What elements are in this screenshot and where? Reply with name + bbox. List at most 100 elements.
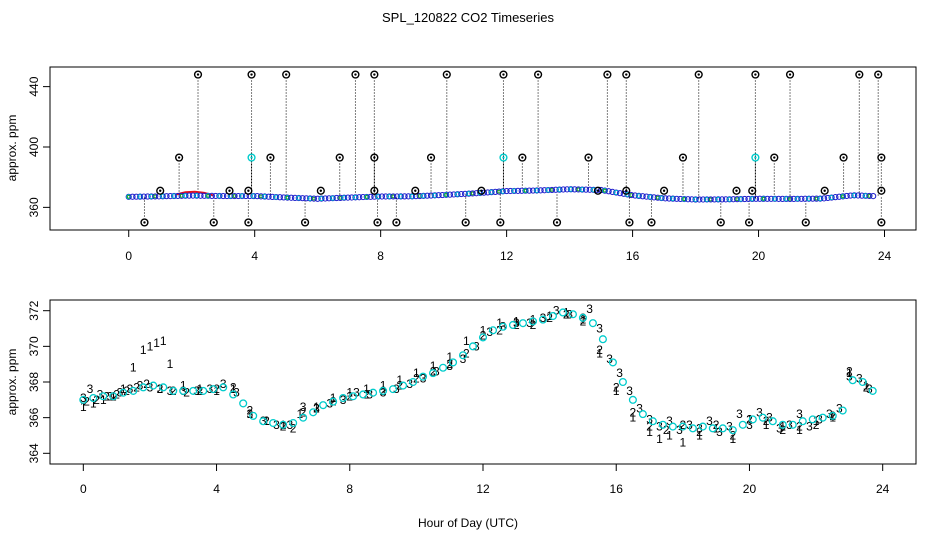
- bottom-circle-point-14: [219, 383, 228, 392]
- top-baseline-cyan-150: [693, 197, 699, 203]
- top-baseline-point-151: [696, 196, 703, 203]
- top-baseline-point-58: [344, 194, 352, 201]
- bottom-circle-point-42: [498, 322, 508, 331]
- top-flagged-low-dot-12: [747, 221, 751, 224]
- top-flagged-near-6: [477, 186, 486, 195]
- bottom-series-2-point-40: 2: [680, 418, 687, 432]
- bottom-series-3-point-1: 3: [87, 382, 94, 396]
- bottom-series-1-point-27: 1: [446, 350, 453, 364]
- top-panel-marks: [125, 70, 886, 227]
- top-baseline-point-49: [310, 195, 317, 202]
- top-baseline-point-193: [854, 192, 862, 199]
- top-baseline-point-17: [189, 192, 197, 199]
- top-flagged-high-dot-9: [625, 73, 628, 76]
- bottom-series-3-point-40: 3: [580, 311, 587, 325]
- top-baseline-cyan-63: [364, 194, 370, 200]
- top-baseline-point-11: [167, 193, 174, 200]
- top-baseline-point-93: [477, 189, 484, 197]
- top-baseline-cyan-147: [681, 196, 687, 202]
- top-baseline-point-82: [435, 192, 442, 199]
- top-baseline-point-103: [514, 187, 522, 194]
- top-flagged-mid-dot-2: [338, 156, 341, 159]
- top-flagged-near-0: [156, 186, 165, 195]
- bottom-circle-point-24: [319, 401, 328, 410]
- bottom-series-2-point-15: 2: [280, 420, 287, 434]
- top-flagged-near-13: [877, 186, 886, 195]
- top-flagged-low-14: [877, 218, 886, 227]
- bottom-series-2-point-22: 2: [380, 384, 387, 398]
- top-baseline-point-133: [628, 191, 635, 199]
- bottom-circle-point-36: [438, 363, 448, 372]
- top-baseline-cyan-3: [137, 194, 143, 200]
- top-baseline-cyan-171: [772, 196, 778, 202]
- bottom-series-2-point-36: 2: [613, 380, 620, 394]
- top-flagged-mid-dot-1: [269, 156, 272, 159]
- bottom-circle-point-77: [848, 376, 857, 385]
- bottom-circle-point-31: [389, 385, 398, 394]
- top-baseline-point-33: [250, 192, 257, 200]
- bottom-circle-point-34: [418, 372, 428, 381]
- bottom-circle-point-78: [858, 377, 867, 387]
- bottom-circle-point-38: [458, 351, 468, 360]
- top-baseline-point-112: [548, 186, 556, 194]
- top-baseline-point-52: [322, 195, 329, 202]
- bottom-series-3-point-46: 3: [636, 402, 643, 416]
- top-flagged-high-1: [247, 70, 256, 79]
- top-baseline-point-136: [639, 193, 646, 200]
- top-baseline-point-99: [499, 188, 506, 195]
- bottom-series-2-point-41: 2: [696, 425, 703, 439]
- top-baseline-cyan-30: [239, 193, 245, 199]
- top-baseline-point-30: [238, 192, 246, 200]
- bottom-series-3-point-10: 3: [180, 384, 187, 398]
- top-flagged-near-dot-4: [373, 189, 376, 192]
- top-baseline-point-135: [635, 192, 642, 199]
- top-baseline-point-113: [552, 186, 559, 193]
- bottom-series-3-point-43: 3: [606, 352, 613, 366]
- bottom-series-3-point-23: 3: [353, 386, 360, 400]
- top-flagged-low-11: [716, 218, 725, 227]
- bottom-circle-point-18: [259, 417, 268, 426]
- top-baseline-point-183: [817, 195, 824, 202]
- top-baseline-point-108: [533, 187, 540, 194]
- top-flagged-near-8: [622, 186, 631, 195]
- bottom-series-1-point-18: 1: [296, 407, 303, 421]
- top-baseline-point-4: [140, 193, 147, 200]
- top-y-tick-label-1: 400: [27, 137, 41, 157]
- bottom-circle-point-70: [778, 420, 787, 429]
- top-baseline-point-23: [212, 192, 219, 200]
- bottom-y-tick-label-0: 364: [27, 443, 41, 463]
- top-baseline-point-155: [711, 196, 718, 203]
- top-baseline-point-78: [420, 192, 427, 199]
- bottom-circle-point-6: [139, 383, 148, 392]
- top-baseline-point-94: [480, 189, 488, 196]
- top-baseline-point-194: [858, 192, 865, 199]
- top-baseline-point-128: [609, 188, 616, 196]
- bottom-circle-point-73: [808, 415, 817, 424]
- bottom-circle-point-10: [179, 386, 188, 395]
- top-flagged-high-dot-8: [606, 73, 609, 76]
- bottom-series-1-point-45: 1: [729, 432, 736, 446]
- top-baseline-point-71: [393, 193, 401, 200]
- bottom-series-3-point-38: 3: [553, 304, 560, 318]
- top-baseline-point-37: [265, 193, 272, 200]
- top-flagged-near-7: [593, 186, 603, 195]
- top-baseline-point-138: [647, 193, 654, 201]
- bottom-series-1-point-36: 1: [596, 346, 603, 360]
- bottom-circle-point-17: [249, 411, 258, 420]
- top-flagged-low-10: [647, 218, 656, 227]
- bottom-series-2-point-5: 2: [133, 380, 140, 394]
- top-flagged-mid-dot-8: [773, 156, 776, 159]
- top-baseline-cyan-75: [409, 193, 415, 199]
- top-flagged-mid-8: [770, 153, 779, 162]
- bottom-circle-point-12: [199, 386, 208, 395]
- bottom-circle-point-3: [109, 392, 118, 401]
- top-flagged-high-dot-5: [445, 73, 448, 76]
- top-flagged-high-dot-2: [284, 73, 288, 76]
- top-baseline-point-179: [802, 195, 809, 202]
- top-baseline-point-44: [291, 194, 299, 201]
- bottom-series-1-point-28: 1: [463, 334, 470, 348]
- bottom-circle-point-53: [608, 358, 617, 367]
- top-baseline-point-25: [220, 192, 227, 200]
- top-baseline-cyan-18: [194, 193, 200, 199]
- bottom-series-1-point-3: 1: [110, 389, 117, 403]
